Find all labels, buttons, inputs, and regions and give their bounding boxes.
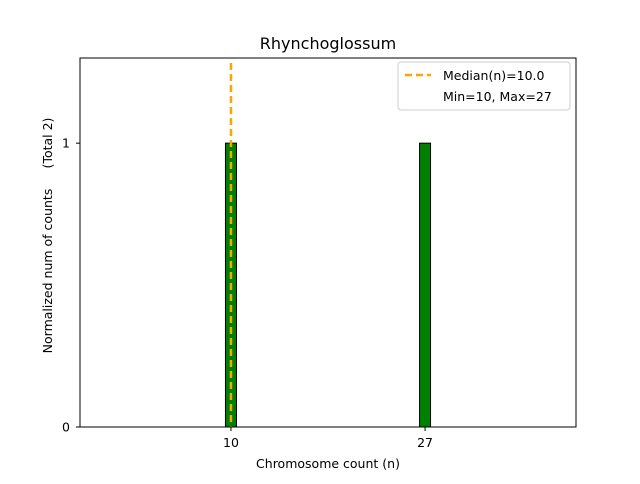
- plot-background: [80, 58, 576, 427]
- y-tick-label-0: 0: [62, 420, 70, 435]
- x-tick-label-27: 27: [417, 435, 433, 450]
- x-tick-label-10: 10: [223, 435, 239, 450]
- chart-title: Rhynchoglossum: [260, 34, 396, 53]
- legend-median-label: Median(n)=10.0: [443, 68, 544, 83]
- bar-27: [419, 142, 432, 428]
- legend-range-label: Min=10, Max=27: [443, 89, 552, 104]
- x-axis-label: Chromosome count (n): [256, 456, 400, 471]
- y-axis-label: Normalized num of counts: [40, 189, 55, 354]
- y-axis: 01: [62, 136, 80, 435]
- y-axis-label-total: (Total 2): [40, 118, 55, 169]
- x-axis: 10 27: [223, 427, 433, 450]
- legend-box: [397, 61, 571, 111]
- plot-area: [79, 57, 577, 428]
- plot-frame: [79, 57, 577, 428]
- legend: Median(n)=10.0 Min=10, Max=27: [397, 61, 571, 111]
- y-tick-label-1: 1: [62, 136, 70, 151]
